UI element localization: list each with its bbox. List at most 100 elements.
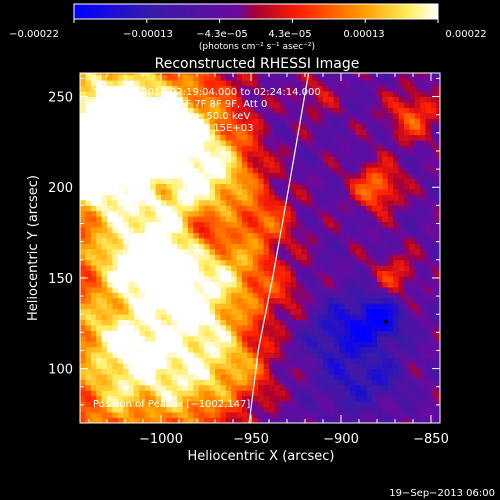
heatmap-cell: [258, 221, 264, 228]
heatmap-cell: [128, 112, 135, 119]
heatmap-cell: [182, 270, 189, 277]
heatmap-cell: [296, 352, 302, 359]
heatmap-cell: [252, 129, 259, 136]
heatmap-cell: [112, 80, 119, 87]
heatmap-cell: [431, 107, 437, 114]
heatmap-cell: [404, 134, 410, 141]
heatmap-cell: [128, 189, 135, 195]
heatmap-cell: [90, 102, 97, 108]
heatmap-cell: [328, 210, 335, 217]
heatmap-cell: [279, 357, 286, 364]
heatmap-cell: [171, 357, 178, 364]
heatmap-cell: [231, 341, 237, 348]
heatmap-cell: [90, 145, 97, 152]
heatmap-cell: [269, 221, 275, 228]
heatmap-cell: [350, 335, 356, 342]
heatmap-cell: [161, 368, 167, 375]
heatmap-cell: [236, 395, 243, 402]
heatmap-cell: [393, 140, 399, 146]
heatmap-cell: [263, 325, 270, 331]
heatmap-cell: [150, 210, 156, 217]
heatmap-cell: [252, 259, 259, 266]
heatmap-cell: [150, 150, 156, 157]
heatmap-cell: [306, 314, 313, 321]
heatmap-cell: [269, 270, 275, 277]
heatmap-cell: [107, 102, 113, 108]
heatmap-cell: [220, 118, 227, 125]
heatmap-cell: [317, 178, 324, 185]
heatmap-cell: [107, 319, 113, 326]
heatmap-cell: [323, 107, 329, 114]
heatmap-cell: [171, 368, 178, 375]
heatmap-cell: [414, 417, 421, 423]
heatmap-cell: [182, 352, 189, 359]
heatmap-cell: [204, 112, 210, 119]
heatmap-cell: [215, 118, 221, 125]
heatmap-cell: [252, 91, 259, 97]
heatmap-cell: [198, 194, 205, 201]
heatmap-cell: [166, 167, 173, 174]
heatmap-cell: [274, 205, 281, 212]
heatmap-cell: [414, 390, 421, 397]
heatmap-cell: [404, 221, 410, 228]
heatmap-cell: [312, 401, 318, 408]
heatmap-cell: [252, 406, 259, 413]
heatmap-cell: [80, 286, 86, 293]
heatmap-cell: [128, 363, 135, 369]
heatmap-cell: [366, 406, 372, 413]
heatmap-cell: [107, 243, 113, 250]
heatmap-cell: [171, 254, 178, 261]
heatmap-cell: [247, 194, 254, 201]
heatmap-cell: [209, 265, 216, 272]
heatmap-cell: [387, 80, 394, 87]
heatmap-cell: [225, 417, 232, 423]
heatmap-cell: [404, 129, 410, 136]
heatmap-cell: [290, 292, 297, 299]
heatmap-cell: [312, 341, 318, 348]
heatmap-cell: [193, 199, 200, 206]
heatmap-cell: [328, 178, 335, 185]
heatmap-cell: [317, 335, 324, 342]
heatmap-cell: [90, 352, 97, 359]
heatmap-cell: [252, 123, 259, 130]
heatmap-cell: [242, 129, 248, 136]
heatmap-cell: [414, 357, 421, 364]
heatmap-cell: [134, 73, 140, 76]
heatmap-cell: [360, 80, 367, 87]
heatmap-cell: [220, 91, 227, 97]
heatmap-cell: [323, 352, 329, 359]
heatmap-cell: [193, 276, 200, 282]
heatmap-cell: [366, 276, 372, 282]
heatmap-cell: [107, 352, 113, 359]
heatmap-cell: [377, 379, 383, 386]
heatmap-cell: [209, 112, 216, 119]
heatmap-cell: [377, 238, 383, 244]
heatmap-cell: [306, 227, 313, 233]
heatmap-cell: [312, 346, 318, 353]
heatmap-cell: [188, 259, 194, 266]
heatmap-cell: [414, 346, 421, 353]
heatmap-cell: [425, 227, 432, 233]
heatmap-cell: [193, 189, 200, 195]
heatmap-cell: [144, 80, 151, 87]
heatmap-cell: [215, 417, 221, 423]
heatmap-cell: [155, 178, 162, 185]
heatmap-cell: [236, 297, 243, 304]
heatmap-cell: [436, 156, 440, 163]
heatmap-cell: [252, 401, 259, 408]
heatmap-cell: [387, 412, 394, 418]
heatmap-cell: [425, 286, 432, 293]
heatmap-cell: [258, 140, 264, 146]
heatmap-cell: [96, 232, 102, 239]
heatmap-cell: [398, 172, 405, 179]
heatmap-cell: [242, 112, 248, 119]
heatmap-cell: [323, 172, 329, 179]
heatmap-cell: [215, 276, 221, 282]
heatmap-cell: [123, 112, 129, 119]
heatmap-cell: [398, 161, 405, 168]
heatmap-cell: [360, 112, 367, 119]
heatmap-cell: [80, 417, 86, 423]
heatmap-cell: [128, 308, 135, 315]
heatmap-cell: [382, 150, 389, 157]
heatmap-cell: [150, 232, 156, 239]
